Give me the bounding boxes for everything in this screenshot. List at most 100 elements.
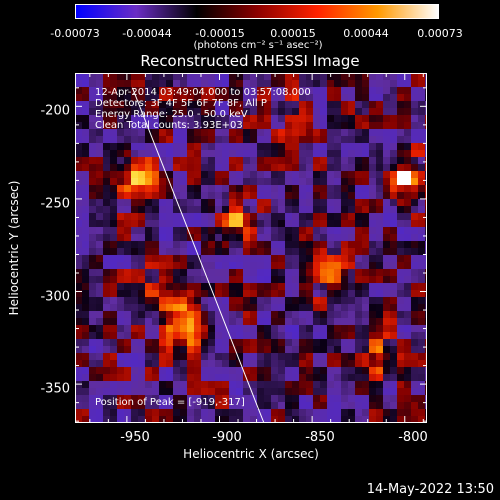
heatmap-cell	[138, 409, 146, 417]
annotation-detectors: Detectors: 3F 4F 5F 6F 7F 8F, All P	[95, 98, 267, 109]
heatmap-cell	[320, 318, 328, 326]
heatmap-cell	[243, 290, 251, 298]
heatmap-cell	[194, 241, 202, 249]
heatmap-cell	[124, 283, 132, 291]
heatmap-cell	[334, 374, 342, 382]
heatmap-cell	[173, 255, 181, 263]
heatmap-cell	[313, 395, 321, 403]
heatmap-cell	[243, 311, 251, 319]
heatmap-cell	[138, 290, 146, 298]
heatmap-cell	[313, 206, 321, 214]
heatmap-cell	[327, 339, 335, 347]
heatmap-cell	[145, 199, 153, 207]
heatmap-cell	[180, 409, 188, 417]
heatmap-cell	[362, 185, 370, 193]
heatmap-cell	[320, 409, 328, 417]
heatmap-cell	[390, 87, 398, 95]
heatmap-cell	[124, 164, 132, 172]
heatmap-cell	[278, 367, 286, 375]
heatmap-cell	[173, 157, 181, 165]
heatmap-cell	[173, 234, 181, 242]
heatmap-cell	[103, 164, 111, 172]
heatmap-cell	[404, 283, 412, 291]
heatmap-cell	[131, 255, 139, 263]
heatmap-cell	[75, 157, 83, 165]
heatmap-cell	[257, 164, 265, 172]
heatmap-cell	[131, 199, 139, 207]
heatmap-cell	[110, 115, 118, 123]
heatmap-cell	[243, 381, 251, 389]
heatmap-cell	[348, 353, 356, 361]
heatmap-cell	[327, 164, 335, 172]
heatmap-cell	[173, 150, 181, 158]
heatmap-cell	[124, 332, 132, 340]
heatmap-cell	[285, 136, 293, 144]
heatmap-cell	[404, 220, 412, 228]
heatmap-cell	[411, 206, 419, 214]
heatmap-cell	[173, 367, 181, 375]
heatmap-cell	[180, 206, 188, 214]
heatmap-cell	[383, 178, 391, 186]
heatmap-cell	[264, 108, 272, 116]
heatmap-cell	[299, 143, 307, 151]
heatmap-cell	[376, 122, 384, 130]
heatmap-cell	[362, 164, 370, 172]
heatmap-cell	[306, 122, 314, 130]
heatmap-cell	[89, 360, 97, 368]
heatmap-cell	[152, 150, 160, 158]
heatmap-cell	[369, 101, 377, 109]
heatmap-cell	[327, 206, 335, 214]
heatmap-cell	[320, 192, 328, 200]
heatmap-cell	[397, 185, 405, 193]
heatmap-cell	[201, 115, 209, 123]
heatmap-cell	[75, 353, 83, 361]
heatmap-cell	[278, 388, 286, 396]
heatmap-cell	[208, 157, 216, 165]
heatmap-cell	[166, 346, 174, 354]
heatmap-cell	[306, 199, 314, 207]
heatmap-cell	[404, 325, 412, 333]
heatmap-cell	[306, 367, 314, 375]
heatmap-cell	[418, 409, 426, 417]
heatmap-cell	[110, 129, 118, 137]
heatmap-cell	[96, 276, 104, 284]
heatmap-cell	[82, 353, 90, 361]
heatmap-cell	[229, 325, 237, 333]
heatmap-cell	[306, 157, 314, 165]
heatmap-cell	[411, 171, 419, 179]
heatmap-cell	[166, 325, 174, 333]
heatmap-cell	[320, 80, 328, 88]
colorbar-tick: -0.00073	[50, 27, 100, 40]
heatmap-cell	[313, 157, 321, 165]
heatmap-cell	[257, 206, 265, 214]
heatmap-cell	[383, 80, 391, 88]
heatmap-cell	[82, 332, 90, 340]
heatmap-cell	[236, 381, 244, 389]
heatmap-cell	[201, 360, 209, 368]
heatmap-cell	[117, 248, 125, 256]
heatmap-cell	[292, 367, 300, 375]
heatmap-cell	[397, 115, 405, 123]
heatmap-cell	[334, 255, 342, 263]
heatmap-cell	[152, 101, 160, 109]
heatmap-cell	[362, 339, 370, 347]
heatmap-cell	[334, 360, 342, 368]
heatmap-cell	[257, 311, 265, 319]
heatmap-cell	[236, 374, 244, 382]
heatmap-cell	[187, 143, 195, 151]
heatmap-cell	[131, 171, 139, 179]
heatmap-cell	[194, 164, 202, 172]
heatmap-cell	[299, 262, 307, 270]
heatmap-cell	[180, 178, 188, 186]
heatmap-cell	[236, 87, 244, 95]
heatmap-cell	[341, 108, 349, 116]
heatmap-cell	[229, 178, 237, 186]
heatmap-cell	[383, 129, 391, 137]
heatmap-cell	[187, 297, 195, 305]
heatmap-cell	[152, 353, 160, 361]
heatmap-cell	[278, 332, 286, 340]
heatmap-cell	[278, 297, 286, 305]
heatmap-cell	[215, 136, 223, 144]
heatmap-cell	[285, 388, 293, 396]
heatmap-cell	[418, 108, 426, 116]
